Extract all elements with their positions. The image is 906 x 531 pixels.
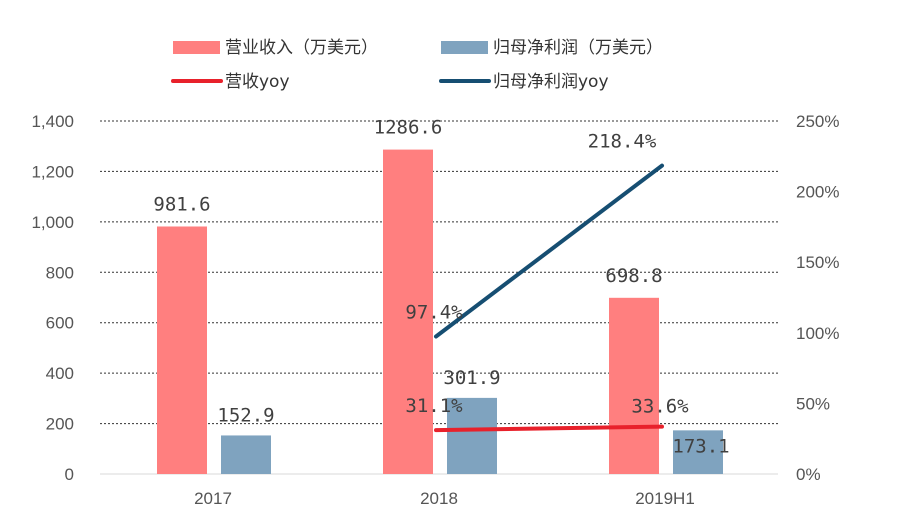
data-label: 31.1%	[405, 395, 463, 417]
left-tick-label: 200	[46, 415, 74, 434]
legend-revenue-swatch	[173, 41, 220, 54]
left-tick-label: 1,000	[31, 213, 74, 232]
net-profit-bar	[447, 397, 497, 474]
left-tick-label: 1,200	[31, 162, 74, 181]
left-tick-label: 800	[46, 263, 74, 282]
right-tick-label: 150%	[796, 253, 839, 272]
right-tick-label: 100%	[796, 324, 839, 343]
net-profit-yoy-line	[434, 163, 664, 339]
x-tick-label: 2019H1	[635, 489, 695, 508]
right-tick-label: 200%	[796, 183, 839, 202]
revenue-bar	[609, 297, 659, 474]
revenue-bar	[383, 149, 433, 474]
legend-label: 归母净利润（万美元）	[493, 38, 663, 58]
legend-label: 归母净利润yoy	[493, 72, 609, 92]
data-label: 981.6	[153, 193, 210, 215]
right-tick-label: 250%	[796, 112, 839, 131]
left-tick-label: 400	[46, 364, 74, 383]
legend-label: 营业收入（万美元）	[225, 38, 378, 58]
net-profit-bar	[673, 430, 723, 474]
left-tick-label: 1,400	[31, 112, 74, 131]
data-label: 1286.6	[374, 117, 443, 139]
data-labels: 981.6 1286.6 698.8 152.9 301.9 173.1 31.1% 33.6…	[153, 117, 729, 458]
data-label: 152.9	[217, 404, 274, 426]
data-label: 173.1	[672, 435, 729, 457]
legend: 营业收入（万美元） 归母净利润（万美元） 营收yoy 归母净利润yoy	[171, 38, 663, 92]
x-tick-label: 2017	[194, 489, 232, 508]
gridlines	[100, 120, 778, 425]
net-profit-bar	[221, 435, 271, 474]
right-tick-label: 50%	[796, 394, 830, 413]
data-label: 218.4%	[588, 131, 657, 153]
legend-label: 营收yoy	[225, 72, 290, 92]
data-label: 33.6%	[631, 396, 689, 418]
right-tick-label: 0%	[796, 465, 821, 484]
bars	[157, 149, 723, 474]
left-tick-label: 600	[46, 314, 74, 333]
left-tick-label: 0	[65, 465, 74, 484]
data-label: 97.4%	[405, 301, 463, 323]
data-label: 301.9	[443, 367, 500, 389]
x-tick-label: 2018	[420, 489, 458, 508]
legend-profit-swatch	[441, 41, 488, 54]
data-label: 698.8	[605, 265, 662, 287]
left-axis: 0 200 400 600 800 1,000 1,200 1,400	[31, 112, 74, 484]
x-axis: 2017 2018 2019H1	[100, 473, 778, 508]
right-axis: 0% 50% 100% 150% 200% 250%	[796, 112, 839, 484]
lines	[434, 163, 664, 433]
revenue-yoy-line	[434, 424, 664, 433]
revenue-bar	[157, 226, 207, 474]
